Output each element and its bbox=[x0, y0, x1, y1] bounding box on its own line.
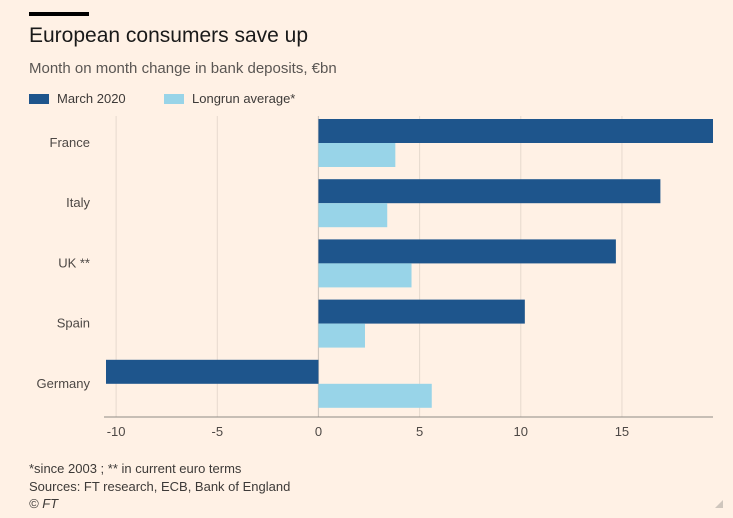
resize-corner-icon bbox=[715, 500, 723, 508]
category-label-3: Spain bbox=[57, 316, 90, 331]
category-label-0: France bbox=[50, 135, 90, 150]
bar-march-2020-4 bbox=[106, 359, 319, 384]
category-label-4: Germany bbox=[37, 376, 91, 391]
legend-label-longrun-average: Longrun average* bbox=[192, 91, 296, 106]
x-tick-label-2: 0 bbox=[315, 424, 322, 439]
footnote: *since 2003 ; ** in current euro terms bbox=[29, 461, 242, 476]
x-tick-label-3: 5 bbox=[416, 424, 423, 439]
x-tick-label-1: -5 bbox=[212, 424, 224, 439]
chart-subtitle: Month on month change in bank deposits, … bbox=[29, 60, 337, 77]
bar-chart: -10 -5 0 5 10 15 France Italy UK ** Spain Germany bbox=[37, 116, 713, 439]
bar-march-2020-2 bbox=[318, 239, 616, 264]
bar-longrun-average-0 bbox=[318, 143, 396, 167]
category-label-2: UK ** bbox=[58, 255, 90, 270]
bar-longrun-average-1 bbox=[318, 203, 388, 228]
bar-march-2020-3 bbox=[318, 299, 525, 324]
x-tick-label-5: 15 bbox=[615, 424, 629, 439]
bar-longrun-average-3 bbox=[318, 323, 365, 348]
bar-march-2020-1 bbox=[318, 179, 661, 204]
bar-march-2020-0 bbox=[318, 119, 713, 143]
legend-swatch-longrun-average bbox=[164, 94, 184, 104]
sources: Sources: FT research, ECB, Bank of Engla… bbox=[29, 479, 291, 494]
category-label-1: Italy bbox=[66, 195, 90, 210]
bar-longrun-average-2 bbox=[318, 263, 412, 288]
legend-label-march-2020: March 2020 bbox=[57, 91, 126, 106]
x-tick-label-4: 10 bbox=[514, 424, 528, 439]
bar-longrun-average-4 bbox=[318, 383, 432, 408]
legend-swatch-march-2020 bbox=[29, 94, 49, 104]
chart-title: European consumers save up bbox=[29, 24, 308, 47]
top-rule bbox=[29, 12, 89, 16]
copyright: © FT bbox=[29, 496, 59, 511]
x-tick-label-0: -10 bbox=[107, 424, 126, 439]
